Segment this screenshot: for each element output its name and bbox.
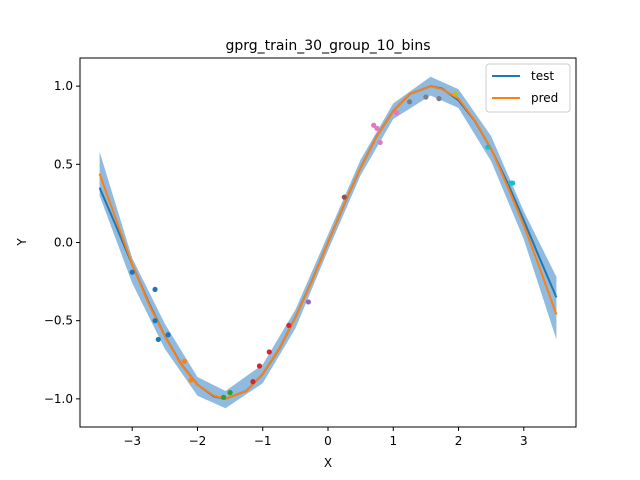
data-point — [393, 110, 400, 116]
legend-label-test: test — [531, 69, 554, 83]
data-point — [220, 394, 227, 400]
data-point — [181, 358, 188, 364]
data-point — [155, 336, 161, 343]
data-point — [129, 269, 135, 275]
data-point — [286, 322, 292, 328]
y-tick-label: 1.0 — [54, 79, 73, 93]
x-tick-label: −3 — [123, 434, 141, 448]
x-tick-label: 1 — [389, 434, 397, 448]
data-point — [371, 122, 377, 128]
y-tick-label: 0.5 — [54, 157, 73, 171]
data-point — [152, 286, 158, 293]
series-layer — [98, 85, 558, 400]
data-point — [256, 363, 263, 369]
data-point — [188, 377, 194, 383]
data-point — [305, 299, 312, 305]
chart-title: gprg_train_30_group_10_bins — [226, 38, 431, 54]
data-point — [377, 139, 383, 146]
data-point — [250, 379, 256, 385]
data-point — [510, 180, 516, 186]
x-axis-ticks: −3 −2 −1 0 1 2 3 — [123, 427, 528, 448]
y-tick-label: −0.5 — [44, 314, 73, 328]
data-point — [406, 99, 413, 105]
legend-label-pred: pred — [531, 91, 558, 105]
x-tick-label: 0 — [324, 434, 332, 448]
plot-area — [98, 76, 558, 409]
y-axis-ticks: −1.0 −0.5 0.0 0.5 1.0 — [44, 79, 80, 406]
data-point — [266, 349, 272, 355]
data-point — [165, 332, 171, 338]
y-axis-label: Y — [15, 238, 29, 247]
data-point — [227, 390, 233, 396]
x-axis-label: X — [324, 456, 332, 470]
x-tick-label: −1 — [254, 434, 272, 448]
data-point — [341, 194, 347, 200]
legend: test pred — [485, 63, 571, 113]
series-line-pred — [98, 85, 558, 400]
x-tick-label: 3 — [520, 434, 528, 448]
x-tick-label: −2 — [189, 434, 207, 448]
y-tick-label: 0.0 — [54, 236, 73, 250]
data-point — [485, 144, 491, 150]
data-point — [423, 94, 429, 100]
data-point — [452, 91, 458, 97]
y-tick-label: −1.0 — [44, 392, 73, 406]
scatter-layer — [129, 91, 516, 400]
data-point — [436, 96, 442, 102]
data-point — [152, 318, 158, 324]
data-point — [374, 125, 380, 131]
x-tick-label: 2 — [455, 434, 463, 448]
